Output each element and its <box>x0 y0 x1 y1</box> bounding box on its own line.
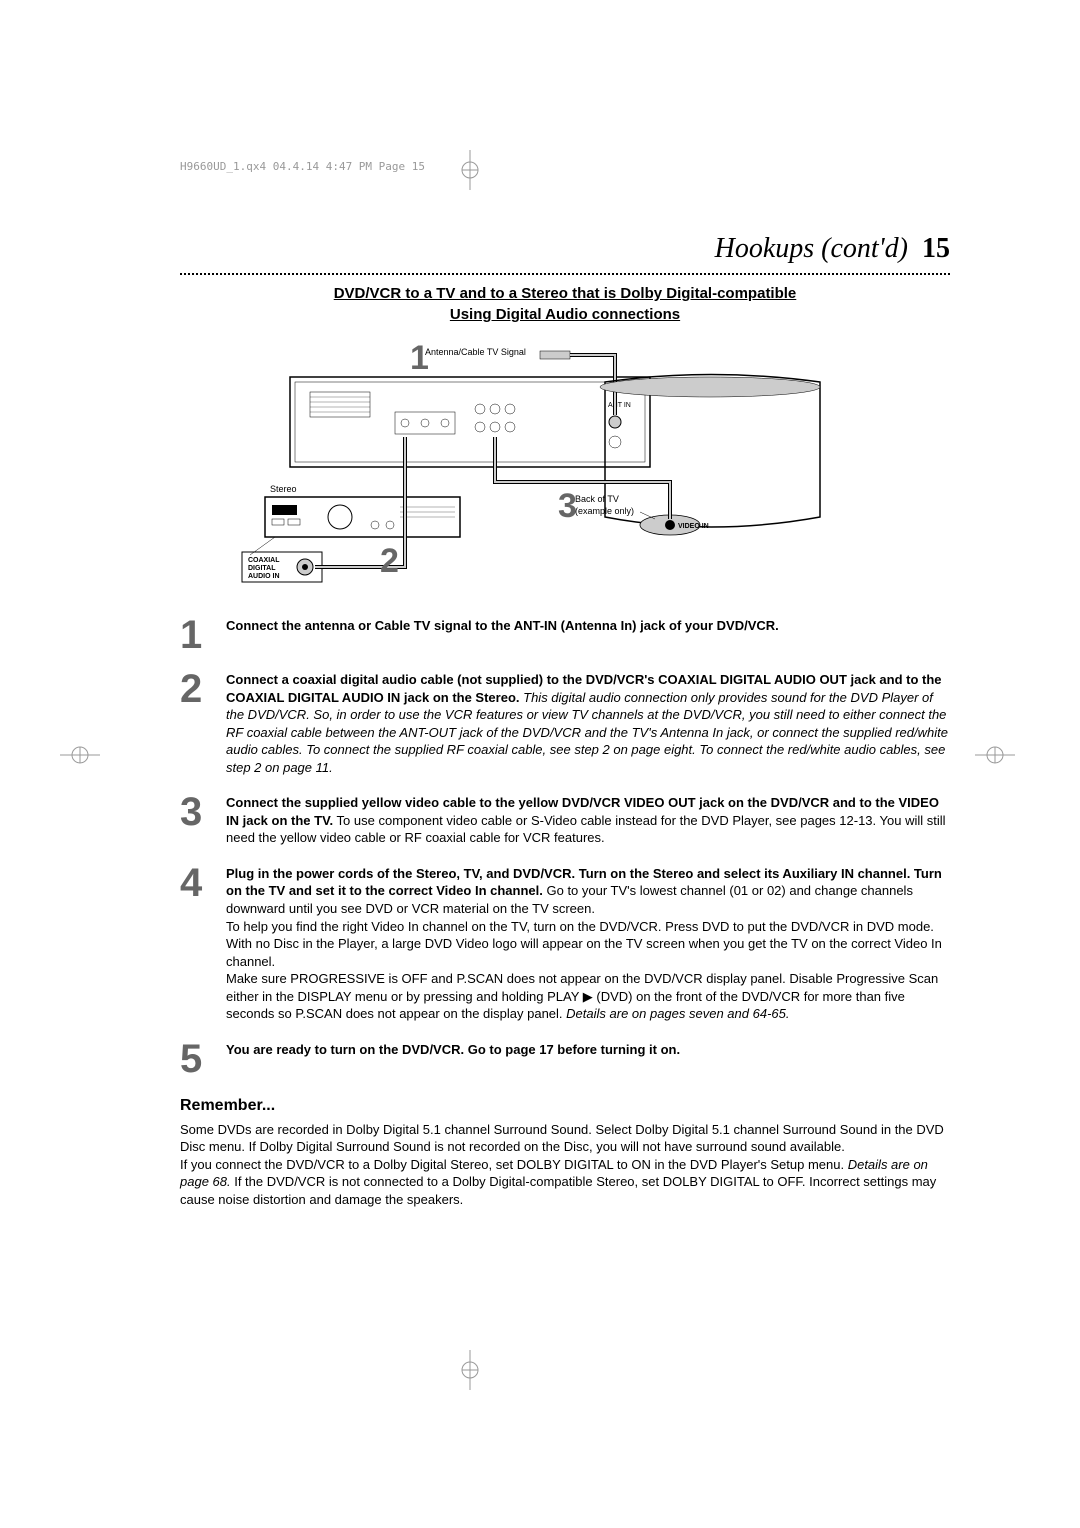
svg-text:ANT IN: ANT IN <box>608 402 631 409</box>
page-number: 15 <box>922 233 950 264</box>
step-3: 3 Connect the supplied yellow video cabl… <box>180 794 950 847</box>
print-header: H9660UD_1.qx4 04.4.14 4:47 PM Page 15 <box>180 160 950 173</box>
step-5: 5 You are ready to turn on the DVD/VCR. … <box>180 1041 950 1077</box>
svg-text:AUDIO IN: AUDIO IN <box>248 573 280 580</box>
crop-mark-bottom <box>450 1350 490 1390</box>
diagram-num-2: 2 <box>380 542 399 580</box>
diagram-num-1: 1 <box>410 339 429 377</box>
hookup-diagram: ANT IN Antenna/Cable TV Signal 1 Stereo … <box>180 337 950 597</box>
dotted-divider <box>180 273 950 275</box>
subtitle: DVD/VCR to a TV and to a Stereo that is … <box>180 283 950 325</box>
remember-body: Some DVDs are recorded in Dolby Digital … <box>180 1121 950 1209</box>
svg-text:VIDEO IN: VIDEO IN <box>678 523 709 530</box>
page-title: Hookups (cont'd) 15 <box>715 233 950 264</box>
steps-list: 1 Connect the antenna or Cable TV signal… <box>180 617 950 1077</box>
step-1: 1 Connect the antenna or Cable TV signal… <box>180 617 950 653</box>
antenna-label: Antenna/Cable TV Signal <box>425 347 526 357</box>
step-4: 4 Plug in the power cords of the Stereo,… <box>180 865 950 1023</box>
tv-label-1: Back of TV <box>575 494 619 504</box>
step-2: 2 Connect a coaxial digital audio cable … <box>180 671 950 776</box>
remember-title: Remember... <box>180 1097 950 1115</box>
svg-text:DIGITAL: DIGITAL <box>248 565 276 572</box>
svg-text:COAXIAL: COAXIAL <box>248 557 280 564</box>
title-section: Hookups (cont'd) 15 <box>180 233 950 265</box>
page-content: H9660UD_1.qx4 04.4.14 4:47 PM Page 15 Ho… <box>180 160 950 1209</box>
tv-label-2: (example only) <box>575 506 634 516</box>
diagram-num-3: 3 <box>558 487 577 525</box>
crop-mark-right <box>975 735 1015 775</box>
crop-mark-left <box>60 735 100 775</box>
stereo-label: Stereo <box>270 484 297 494</box>
